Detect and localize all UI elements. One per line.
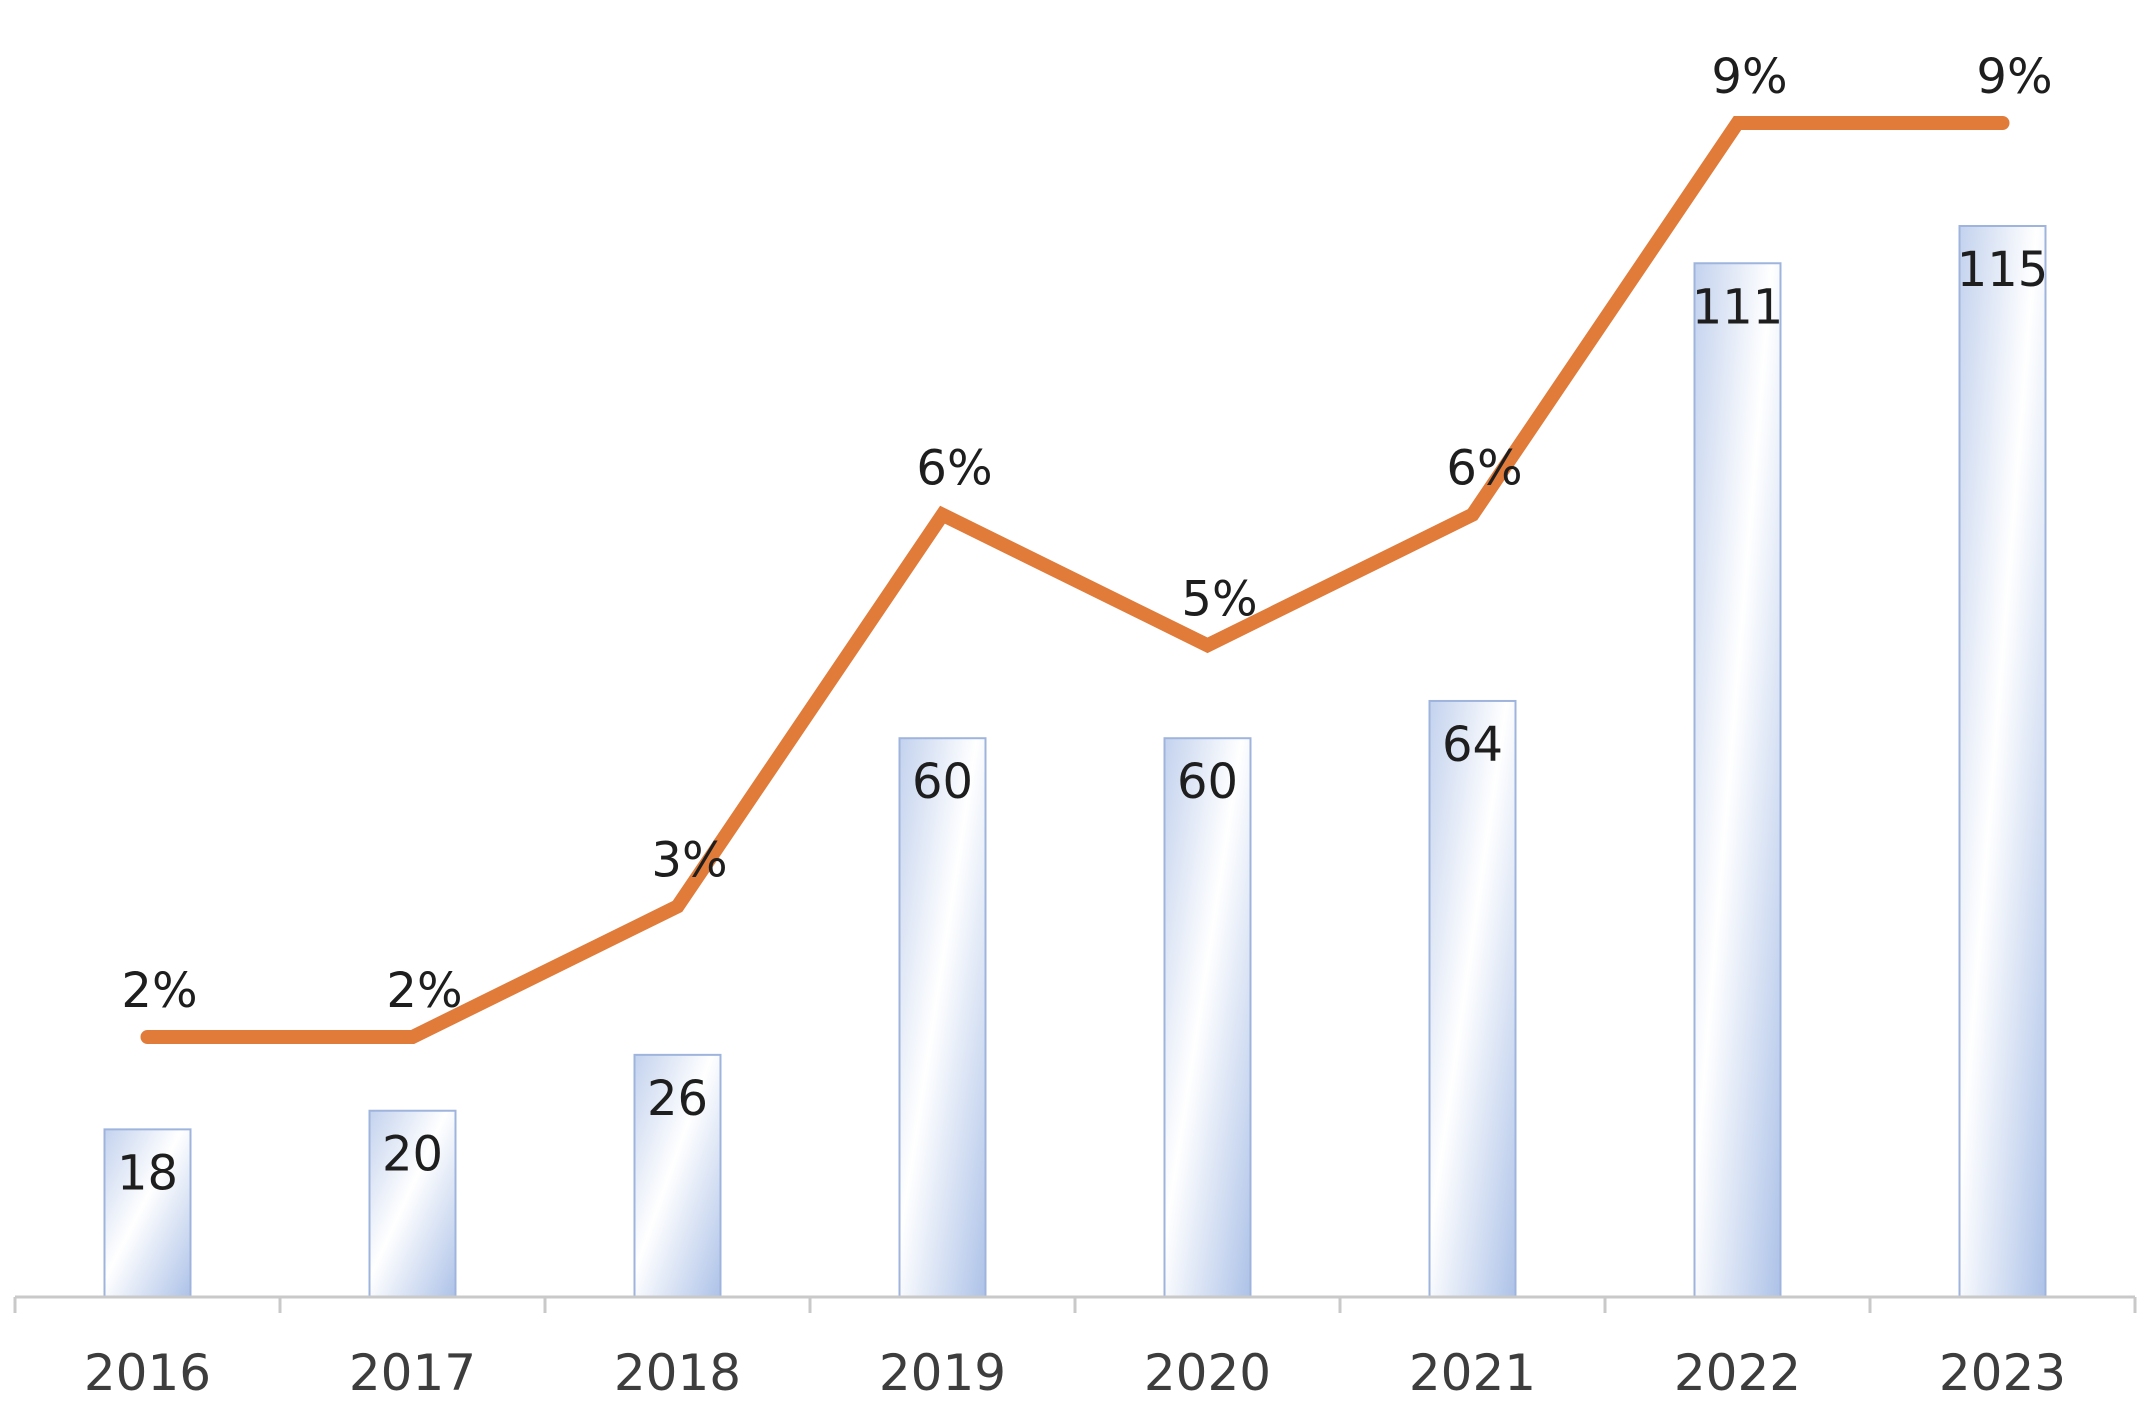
- line-point-2020: [1206, 644, 1209, 647]
- line-series: [140, 116, 2010, 1044]
- bar-label-2022: 111: [1692, 279, 1784, 335]
- x-axis: 2016 2017 2018 2019 2020 2021 2022 2023: [13, 1295, 2137, 1402]
- line-point-2018: [676, 905, 679, 908]
- line-point-2021: [1471, 513, 1474, 516]
- line-point-2019: [941, 513, 944, 516]
- bar-2017: [368, 1109, 457, 1298]
- bar-2021: [1428, 699, 1517, 1298]
- x-tick-label-2022: 2022: [1674, 1344, 1801, 1402]
- bar-label-2016: 18: [117, 1145, 178, 1201]
- bar-label-2019: 60: [912, 754, 973, 810]
- bar-2023: [1958, 225, 2047, 1298]
- bar-label-2021: 64: [1442, 717, 1503, 773]
- x-tick-label-2019: 2019: [879, 1344, 1006, 1402]
- x-tick-label-2016: 2016: [84, 1344, 211, 1402]
- bar-2019: [898, 737, 987, 1298]
- line-point-2023: [2001, 122, 2004, 124]
- x-tick-label-2023: 2023: [1939, 1344, 2066, 1402]
- line-point-2022: [1736, 122, 1739, 124]
- bar-2020: [1163, 737, 1252, 1298]
- labels-layer: 18 20 26 60 60 64 111 115 2% 2% 3% 6% 5% 6% 9% 9%: [117, 49, 2053, 1201]
- x-tick-label-2020: 2020: [1144, 1344, 1271, 1402]
- line-label-2022: 9%: [1711, 49, 1787, 105]
- line-layer: [140, 116, 2010, 1044]
- x-tick-label-2017: 2017: [349, 1344, 476, 1402]
- line-label-2019: 6%: [916, 441, 992, 497]
- bar-2016: [103, 1128, 192, 1299]
- x-tick-label-2021: 2021: [1409, 1344, 1536, 1402]
- line-label-2020: 5%: [1181, 571, 1257, 627]
- line-label-2021: 6%: [1446, 441, 1522, 497]
- line-label-2018: 3%: [651, 832, 727, 888]
- line-label-2017: 2%: [386, 963, 462, 1019]
- bar-label-2017: 20: [382, 1127, 443, 1183]
- line-point-2016: [146, 1036, 149, 1038]
- bar-2022: [1693, 262, 1782, 1298]
- line-label-2023: 9%: [1976, 49, 2052, 105]
- bar-label-2020: 60: [1177, 754, 1238, 810]
- bars-layer: [103, 225, 2047, 1299]
- bar-2018: [633, 1053, 722, 1298]
- bar-label-2023: 115: [1957, 242, 2049, 298]
- x-tick-label-2018: 2018: [614, 1344, 741, 1402]
- line-point-2017: [411, 1036, 414, 1038]
- line-label-2016: 2%: [121, 963, 197, 1019]
- bar-label-2018: 26: [647, 1071, 708, 1127]
